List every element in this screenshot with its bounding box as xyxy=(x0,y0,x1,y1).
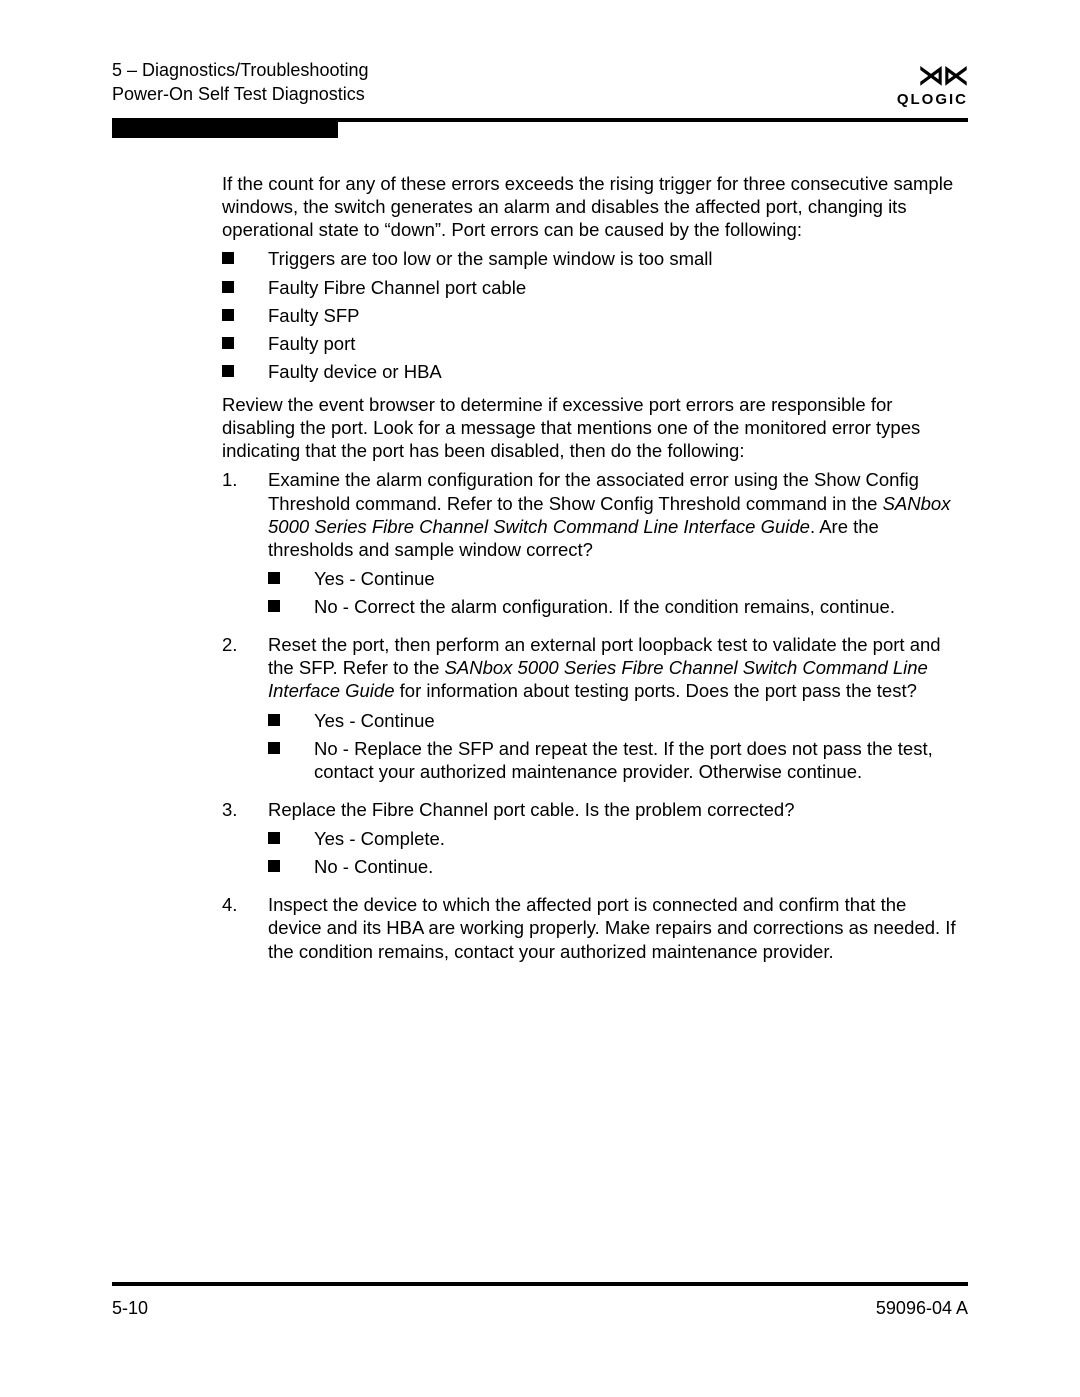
page-header: 5 – Diagnostics/Troubleshooting Power-On… xyxy=(112,58,968,108)
step-body: Examine the alarm configuration for the … xyxy=(268,468,962,623)
header-left: 5 – Diagnostics/Troubleshooting Power-On… xyxy=(112,58,368,107)
footer-row: 5-10 59096-04 A xyxy=(112,1298,968,1319)
bullet-icon xyxy=(222,337,234,349)
bullet-icon xyxy=(268,572,280,584)
page-content: 5 – Diagnostics/Troubleshooting Power-On… xyxy=(112,58,968,973)
sub-text: Yes - Continue xyxy=(314,709,435,732)
header-black-bar xyxy=(112,122,338,138)
bullet-icon xyxy=(268,742,280,754)
step-sublist: Yes - Complete. No - Continue. xyxy=(268,827,962,878)
sub-text: No - Continue. xyxy=(314,855,433,878)
step-item: 4. Inspect the device to which the affec… xyxy=(222,893,962,962)
list-item: Faulty port xyxy=(222,332,962,355)
body-text: If the count for any of these errors exc… xyxy=(222,172,962,963)
list-item: Faulty device or HBA xyxy=(222,360,962,383)
step-item: 1. Examine the alarm configuration for t… xyxy=(222,468,962,623)
list-item: Triggers are too low or the sample windo… xyxy=(222,247,962,270)
list-item: No - Replace the SFP and repeat the test… xyxy=(268,737,962,783)
causes-list: Triggers are too low or the sample windo… xyxy=(222,247,962,383)
list-item: Yes - Continue xyxy=(268,709,962,732)
bullet-icon xyxy=(268,832,280,844)
bullet-icon xyxy=(222,252,234,264)
bullet-icon xyxy=(222,365,234,377)
list-item: Faulty Fibre Channel port cable xyxy=(222,276,962,299)
review-paragraph: Review the event browser to determine if… xyxy=(222,393,962,462)
cause-text: Faulty SFP xyxy=(268,304,360,327)
list-item: No - Continue. xyxy=(268,855,962,878)
sub-text: Yes - Complete. xyxy=(314,827,445,850)
page-number: 5-10 xyxy=(112,1298,148,1319)
step-body: Reset the port, then perform an external… xyxy=(268,633,962,788)
step-number: 1. xyxy=(222,468,268,623)
footer-rule xyxy=(112,1282,968,1286)
brand-logo: ⋊⋉ QLOGIC xyxy=(897,58,968,108)
cause-text: Faulty port xyxy=(268,332,355,355)
step-item: 3. Replace the Fibre Channel port cable.… xyxy=(222,798,962,883)
step-number: 4. xyxy=(222,893,268,962)
sub-text: No - Replace the SFP and repeat the test… xyxy=(314,737,962,783)
sub-text: No - Correct the alarm configuration. If… xyxy=(314,595,895,618)
step-body: Inspect the device to which the affected… xyxy=(268,893,962,962)
step-number: 3. xyxy=(222,798,268,883)
bullet-icon xyxy=(268,600,280,612)
bullet-icon xyxy=(222,309,234,321)
list-item: Yes - Complete. xyxy=(268,827,962,850)
step-body: Replace the Fibre Channel port cable. Is… xyxy=(268,798,962,883)
logo-mark-icon: ⋊⋉ xyxy=(897,60,968,91)
step-item: 2. Reset the port, then perform an exter… xyxy=(222,633,962,788)
cause-text: Faulty device or HBA xyxy=(268,360,442,383)
page-footer: 5-10 59096-04 A xyxy=(112,1282,968,1319)
list-item: No - Correct the alarm configuration. If… xyxy=(268,595,962,618)
step-sublist: Yes - Continue No - Correct the alarm co… xyxy=(268,567,962,618)
bullet-icon xyxy=(268,860,280,872)
step-text-pre: Replace the Fibre Channel port cable. Is… xyxy=(268,799,795,820)
steps-list: 1. Examine the alarm configuration for t… xyxy=(222,468,962,962)
chapter-title: 5 – Diagnostics/Troubleshooting xyxy=(112,58,368,82)
step-text-pre: Examine the alarm configuration for the … xyxy=(268,469,919,513)
logo-wordmark: QLOGIC xyxy=(897,91,968,108)
step-sublist: Yes - Continue No - Replace the SFP and … xyxy=(268,709,962,783)
list-item: Yes - Continue xyxy=(268,567,962,590)
step-text-pre: Inspect the device to which the affected… xyxy=(268,894,956,961)
list-item: Faulty SFP xyxy=(222,304,962,327)
document-number: 59096-04 A xyxy=(876,1298,968,1319)
bullet-icon xyxy=(222,281,234,293)
intro-paragraph: If the count for any of these errors exc… xyxy=(222,172,962,241)
cause-text: Triggers are too low or the sample windo… xyxy=(268,247,713,270)
step-text-post: for information about testing ports. Doe… xyxy=(395,680,917,701)
cause-text: Faulty Fibre Channel port cable xyxy=(268,276,526,299)
bullet-icon xyxy=(268,714,280,726)
section-title: Power-On Self Test Diagnostics xyxy=(112,82,368,106)
step-number: 2. xyxy=(222,633,268,788)
sub-text: Yes - Continue xyxy=(314,567,435,590)
